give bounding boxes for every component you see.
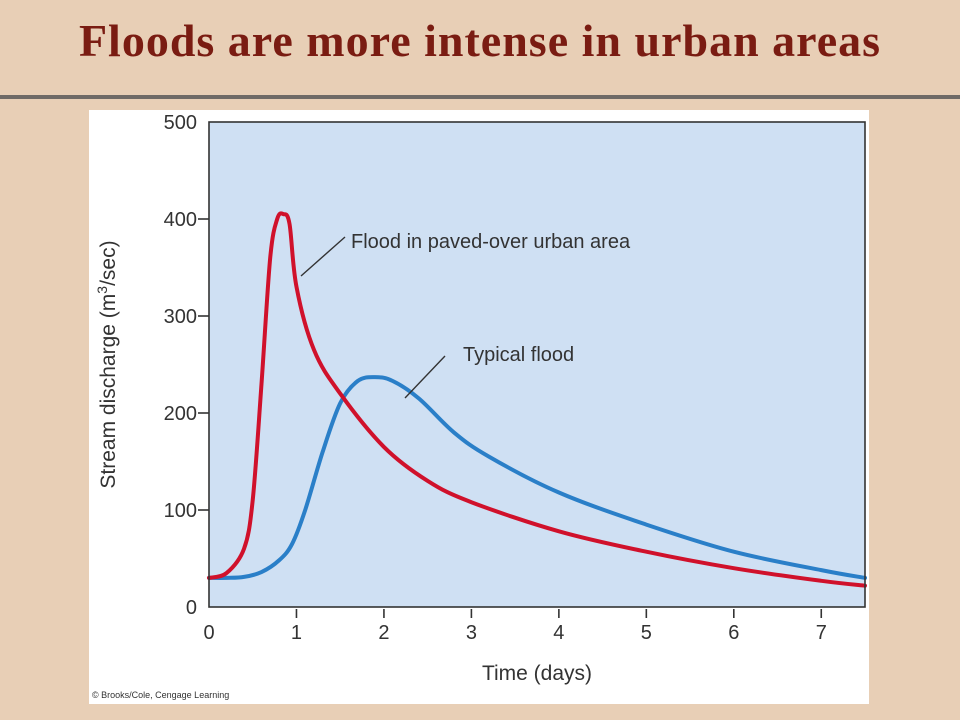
y-axis-title-main: Stream discharge (m [97,294,120,489]
y-axis-tick-labels: 0 100 200 300 400 500 [164,112,197,619]
x-axis-ticks [295,609,823,618]
x-tick-label: 1 [291,622,302,644]
discharge-chart: 0 1 2 3 4 5 6 7 0 100 200 300 400 500 Time (days) St… [92,112,867,700]
y-axis-ticks [198,218,209,511]
plot-frame [208,121,866,608]
copyright-credit: © Brooks/Cole, Cengage Learning [92,690,229,700]
x-tick-label: 2 [378,622,389,644]
urban-flood-annotation: Flood in paved-over urban area [351,231,631,253]
y-tick-label: 100 [164,500,197,522]
figure-panel: 0 1 2 3 4 5 6 7 0 100 200 300 400 500 Time (days) St… [89,110,869,704]
y-axis-title-tail: /sec) [97,240,120,286]
x-axis-tick-labels: 0 1 2 3 4 5 6 7 [203,622,826,644]
series-layer [207,211,867,588]
y-axis-title: Stream discharge (m3/sec) [94,240,120,488]
annotation-leaders [300,236,446,399]
title-divider [0,95,960,99]
x-tick-label: 0 [203,622,214,644]
urban-flood-line [207,211,867,588]
typical-annotation-leader [404,355,446,399]
y-tick-label: 0 [186,597,197,619]
y-axis-title-superscript: 3 [94,286,110,294]
x-tick-label: 5 [641,622,652,644]
x-tick-label: 3 [466,622,477,644]
typical-flood-line [207,375,867,580]
y-tick-label: 500 [164,112,197,134]
x-axis-title: Time (days) [482,662,592,685]
x-tick-label: 4 [553,622,564,644]
x-tick-label: 6 [728,622,739,644]
urban-annotation-leader [300,236,346,277]
x-tick-label: 7 [816,622,827,644]
typical-flood-annotation: Typical flood [463,344,574,366]
y-tick-label: 200 [164,403,197,425]
y-tick-label: 400 [164,209,197,231]
slide-title: Floods are more intense in urban areas [78,15,882,66]
y-tick-label: 300 [164,306,197,328]
